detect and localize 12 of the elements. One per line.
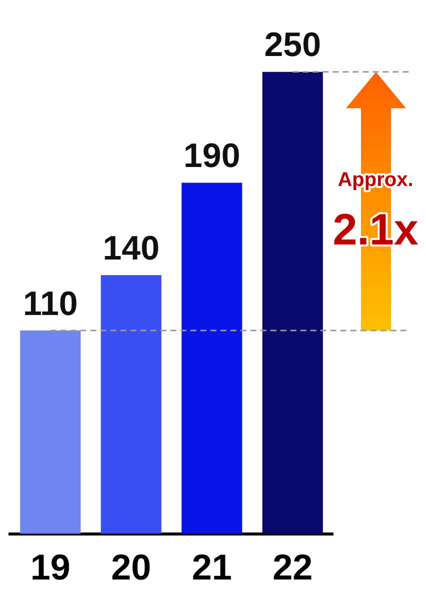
bar [20, 330, 81, 534]
data-label: 250 [264, 26, 321, 64]
data-label: 190 [184, 137, 240, 176]
bar [262, 72, 323, 534]
bar [182, 182, 242, 534]
x-tick-label: 20 [111, 546, 152, 588]
bar [100, 275, 162, 534]
x-tick-label: 21 [192, 546, 232, 588]
x-tick-label: 22 [272, 546, 313, 588]
data-label: 110 [22, 284, 78, 323]
data-label: 140 [102, 229, 160, 268]
x-tick-label: 19 [30, 546, 70, 588]
